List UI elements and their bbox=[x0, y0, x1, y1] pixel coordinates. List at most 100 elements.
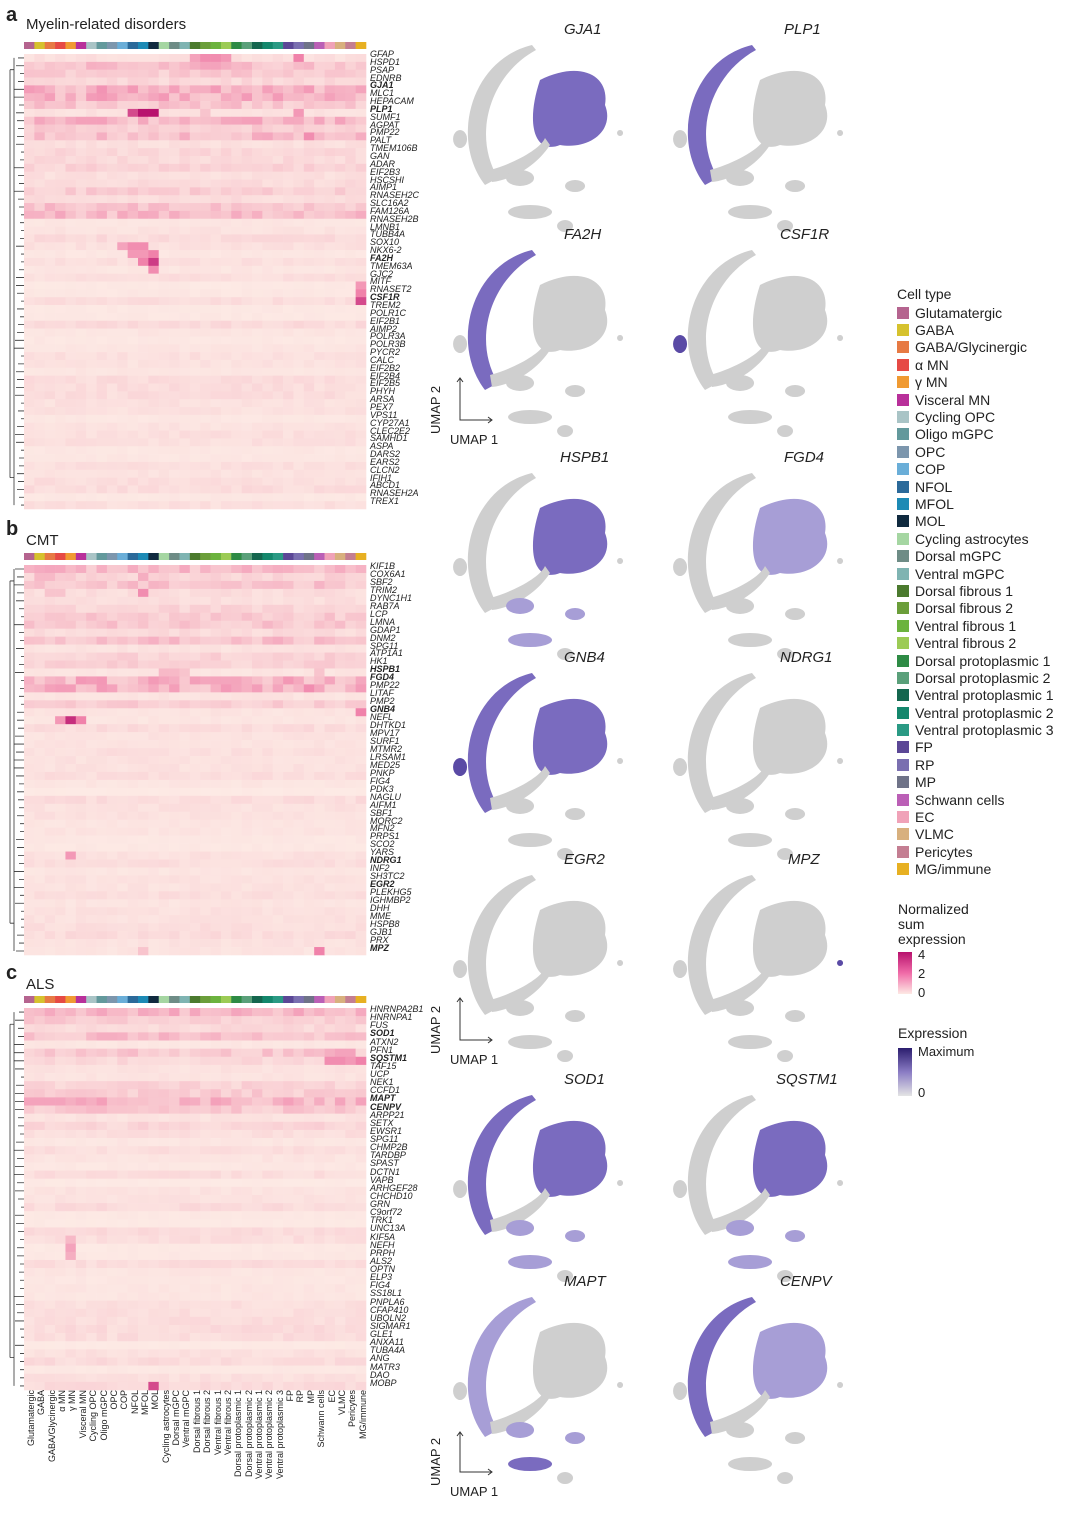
heat-cell bbox=[262, 684, 274, 693]
heat-cell bbox=[55, 923, 66, 932]
heat-cell bbox=[272, 931, 284, 940]
heat-cell bbox=[324, 257, 336, 267]
heat-cell bbox=[148, 399, 160, 408]
heat-cell bbox=[34, 843, 46, 852]
heat-cell bbox=[334, 859, 346, 868]
heat-cell bbox=[241, 875, 253, 884]
heat-cell bbox=[138, 148, 149, 157]
heat-cell bbox=[117, 819, 128, 828]
heat-cell bbox=[75, 803, 87, 813]
heat-cell bbox=[314, 124, 325, 133]
heat-cell bbox=[75, 716, 87, 725]
heat-cell bbox=[106, 1024, 118, 1033]
heat-cell bbox=[106, 1032, 118, 1041]
heat-cell bbox=[106, 1040, 118, 1049]
heat-cell bbox=[75, 140, 87, 149]
heat-cell bbox=[55, 947, 66, 956]
heat-cell bbox=[231, 422, 242, 431]
heat-cell bbox=[345, 692, 356, 701]
heat-cell bbox=[231, 1032, 242, 1041]
heat-cell bbox=[106, 907, 118, 916]
heat-cell bbox=[345, 899, 356, 908]
heat-cell bbox=[117, 676, 128, 685]
heat-cell bbox=[96, 132, 108, 141]
heat-cell bbox=[106, 438, 118, 447]
heat-cell bbox=[86, 891, 97, 900]
heat-cell bbox=[96, 827, 108, 836]
heat-cell bbox=[55, 422, 66, 431]
heat-cell bbox=[293, 446, 305, 455]
heat-cell bbox=[24, 69, 35, 78]
heat-cell bbox=[179, 383, 191, 392]
heat-cell bbox=[65, 454, 77, 463]
heat-cell bbox=[106, 375, 118, 384]
heat-cell bbox=[220, 1024, 232, 1033]
heat-cell bbox=[293, 108, 305, 118]
heat-cell bbox=[345, 171, 356, 180]
heat-cell bbox=[272, 1324, 284, 1334]
heat-cell bbox=[231, 1138, 242, 1147]
heat-cell bbox=[117, 1008, 128, 1017]
heat-cell bbox=[262, 179, 274, 188]
heat-cell bbox=[283, 1138, 294, 1147]
heat-cell bbox=[44, 947, 56, 956]
heat-cell bbox=[189, 668, 201, 677]
heat-cell bbox=[117, 179, 128, 188]
heat-cell bbox=[138, 446, 149, 455]
heat-cell bbox=[75, 1333, 87, 1342]
heat-cell bbox=[158, 242, 170, 251]
heat-cell bbox=[96, 234, 108, 243]
heat-cell bbox=[200, 1081, 211, 1090]
heat-cell bbox=[34, 375, 46, 384]
heat-cell bbox=[345, 69, 356, 78]
heat-cell bbox=[210, 684, 222, 693]
heat-cell bbox=[127, 1064, 139, 1074]
heat-cell bbox=[241, 477, 253, 486]
heat-cell bbox=[24, 883, 35, 892]
heat-cell bbox=[189, 163, 201, 172]
heat-cell bbox=[200, 1284, 211, 1293]
heat-cell bbox=[283, 281, 294, 290]
heat-cell bbox=[200, 1186, 211, 1196]
heat-cell bbox=[200, 1203, 211, 1212]
heat-cell bbox=[210, 565, 222, 574]
heat-cell bbox=[303, 116, 315, 125]
heat-cell bbox=[210, 883, 222, 892]
heat-cell bbox=[65, 1211, 77, 1220]
heat-cell bbox=[262, 1170, 274, 1179]
heat-cell bbox=[303, 835, 315, 844]
heat-cell bbox=[252, 716, 263, 725]
heat-cell bbox=[106, 732, 118, 741]
heat-cell bbox=[24, 779, 35, 789]
heat-cell bbox=[334, 763, 346, 773]
heat-cell bbox=[34, 250, 46, 259]
heat-cell bbox=[283, 580, 294, 590]
heat-cell bbox=[34, 391, 46, 400]
heat-cell bbox=[355, 692, 367, 701]
heat-cell bbox=[314, 604, 325, 614]
heat-cell bbox=[75, 1211, 87, 1220]
heat-cell bbox=[283, 819, 294, 828]
heat-cell bbox=[169, 281, 180, 290]
heat-cell bbox=[262, 101, 274, 110]
heat-cell bbox=[117, 572, 128, 582]
heat-cell bbox=[158, 1186, 170, 1196]
heat-cell bbox=[283, 1219, 294, 1228]
heat-cell bbox=[283, 604, 294, 614]
heat-cell bbox=[210, 915, 222, 924]
heat-cell bbox=[65, 644, 77, 653]
heat-cell bbox=[303, 867, 315, 876]
heat-cell bbox=[189, 1040, 201, 1049]
heat-cell bbox=[293, 1024, 305, 1033]
heat-cell bbox=[345, 676, 356, 685]
heat-cell bbox=[220, 668, 232, 677]
heat-cell bbox=[106, 422, 118, 431]
heat-cell bbox=[148, 748, 160, 757]
heat-cell bbox=[34, 477, 46, 486]
heat-cell bbox=[117, 155, 128, 165]
heat-cell bbox=[117, 163, 128, 172]
heat-cell bbox=[34, 1024, 46, 1033]
heat-cell bbox=[262, 148, 274, 157]
heat-cell bbox=[158, 367, 170, 376]
heat-cell bbox=[189, 748, 201, 757]
